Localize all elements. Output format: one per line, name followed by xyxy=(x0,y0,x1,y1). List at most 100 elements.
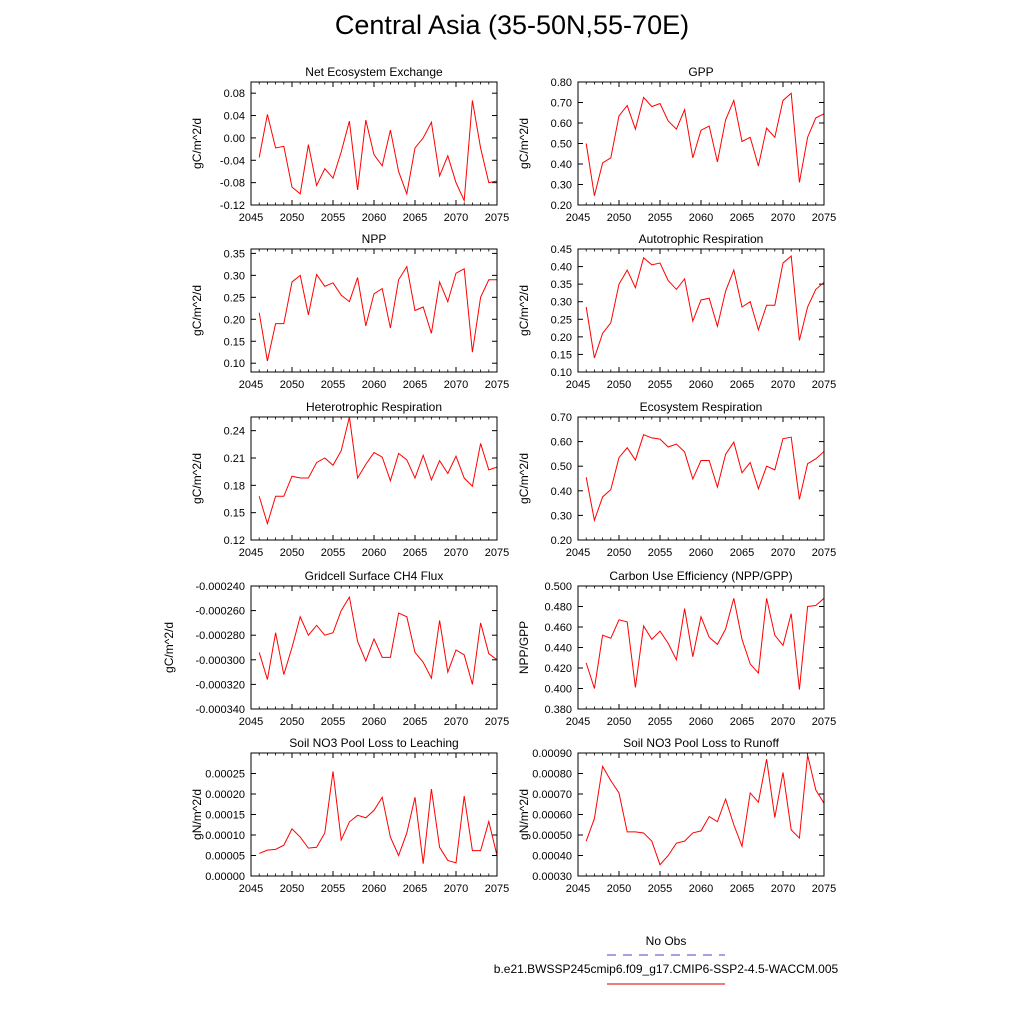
x-tick-label: 2075 xyxy=(485,212,509,224)
y-tick-label: 0.30 xyxy=(224,270,245,282)
x-tick-label: 2075 xyxy=(485,716,509,728)
x-tick-label: 2075 xyxy=(485,547,509,559)
x-tick-label: 2050 xyxy=(607,716,631,728)
y-tick-label: 0.20 xyxy=(551,535,572,547)
x-tick-label: 2050 xyxy=(607,883,631,895)
y-tick-label: 0.380 xyxy=(544,704,572,716)
y-tick-label: 0.10 xyxy=(224,358,245,370)
x-tick-label: 2045 xyxy=(566,547,590,559)
x-tick-label: 2050 xyxy=(280,379,304,391)
y-tick-label: 0.40 xyxy=(551,159,572,171)
y-tick-label: 0.00015 xyxy=(205,810,245,822)
x-tick-label: 2060 xyxy=(689,547,713,559)
x-tick-label: 2070 xyxy=(771,716,795,728)
x-tick-label: 2060 xyxy=(689,883,713,895)
y-tick-label: 0.00010 xyxy=(205,830,245,842)
panel-title: Gridcell Surface CH4 Flux xyxy=(305,569,444,583)
chart-panel-4: Autotrophic Respiration gC/m^2/d 2045 2050 2… xyxy=(517,232,836,391)
y-tick-label: -0.000280 xyxy=(195,630,245,642)
y-tick-label: 0.10 xyxy=(551,367,572,379)
y-tick-label: 0.18 xyxy=(224,480,245,492)
y-tick-label: 0.00 xyxy=(224,133,245,145)
x-tick-label: 2045 xyxy=(239,547,263,559)
y-tick-label: 0.15 xyxy=(551,349,572,361)
x-tick-label: 2065 xyxy=(730,716,754,728)
y-tick-label: 0.35 xyxy=(551,279,572,291)
series-line xyxy=(585,597,825,690)
x-tick-label: 2050 xyxy=(280,212,304,224)
series-line xyxy=(258,416,498,526)
panel-title: Soil NO3 Pool Loss to Leaching xyxy=(289,736,458,750)
x-tick-label: 2070 xyxy=(771,547,795,559)
y-tick-label: 0.35 xyxy=(224,248,245,260)
x-tick-label: 2075 xyxy=(812,547,836,559)
x-tick-label: 2070 xyxy=(444,379,468,391)
y-tick-label: 0.460 xyxy=(544,622,572,634)
y-axis-label: gC/m^2/d xyxy=(162,622,176,673)
series-line xyxy=(585,754,825,866)
series-line xyxy=(585,434,825,523)
x-tick-label: 2065 xyxy=(730,212,754,224)
x-tick-label: 2065 xyxy=(730,379,754,391)
x-tick-label: 2045 xyxy=(239,212,263,224)
y-tick-label: 0.00060 xyxy=(532,810,572,822)
y-tick-label: 0.60 xyxy=(551,118,572,130)
y-tick-label: 0.40 xyxy=(551,262,572,274)
chart-panel-10: Soil NO3 Pool Loss to Runoff gN/m^2/d 2045… xyxy=(517,736,836,895)
x-tick-label: 2075 xyxy=(812,716,836,728)
x-tick-label: 2055 xyxy=(321,716,345,728)
x-tick-label: 2060 xyxy=(362,379,386,391)
plot-frame xyxy=(250,248,498,373)
x-tick-label: 2045 xyxy=(566,212,590,224)
y-tick-label: 0.80 xyxy=(551,77,572,89)
x-tick-label: 2050 xyxy=(607,212,631,224)
y-axis-label: gC/m^2/d xyxy=(190,118,204,169)
y-tick-label: 0.00090 xyxy=(532,748,572,760)
x-tick-label: 2050 xyxy=(280,547,304,559)
y-tick-label: 0.20 xyxy=(224,314,245,326)
x-tick-label: 2070 xyxy=(444,212,468,224)
x-tick-label: 2075 xyxy=(812,212,836,224)
x-tick-label: 2075 xyxy=(485,379,509,391)
x-tick-label: 2045 xyxy=(239,716,263,728)
panel-title: Ecosystem Respiration xyxy=(640,400,763,414)
y-tick-label: 0.500 xyxy=(544,581,572,593)
plot-frame xyxy=(250,81,498,206)
x-tick-label: 2070 xyxy=(444,547,468,559)
x-tick-label: 2065 xyxy=(730,883,754,895)
series-line xyxy=(258,595,498,685)
panel-title: Soil NO3 Pool Loss to Runoff xyxy=(623,736,780,750)
x-tick-label: 2070 xyxy=(771,379,795,391)
chart-panel-6: Ecosystem Respiration gC/m^2/d 2045 2050 205… xyxy=(517,400,836,559)
x-tick-label: 2075 xyxy=(812,379,836,391)
y-tick-label: 0.20 xyxy=(551,200,572,212)
y-tick-label: 0.70 xyxy=(551,412,572,424)
series-line xyxy=(258,100,498,203)
plot-frame xyxy=(577,416,825,541)
y-tick-label: 0.70 xyxy=(551,98,572,110)
series-line xyxy=(258,265,497,362)
x-tick-label: 2045 xyxy=(239,883,263,895)
panel-title: Autotrophic Respiration xyxy=(639,232,764,246)
page-title: Central Asia (35-50N,55-70E) xyxy=(334,10,690,40)
y-tick-label: 0.60 xyxy=(551,437,572,449)
chart-panel-3: NPP gC/m^2/d 2045 2050 2055 2060 2065 2070 2075 0… xyxy=(190,232,509,391)
x-tick-label: 2055 xyxy=(321,547,345,559)
y-tick-label: 0.00025 xyxy=(205,769,245,781)
y-tick-label: 0.45 xyxy=(551,244,572,256)
x-tick-label: 2045 xyxy=(566,716,590,728)
x-tick-label: 2065 xyxy=(403,547,427,559)
chart-panel-2: GPP gC/m^2/d 2045 2050 2055 2060 2065 2070 2075 0… xyxy=(517,65,836,224)
x-tick-label: 2045 xyxy=(566,883,590,895)
x-tick-label: 2070 xyxy=(444,883,468,895)
x-tick-label: 2070 xyxy=(771,883,795,895)
y-tick-label: 0.40 xyxy=(551,486,572,498)
x-tick-label: 2060 xyxy=(362,883,386,895)
plot-frame xyxy=(577,81,825,206)
y-tick-label: 0.25 xyxy=(224,292,245,304)
y-tick-label: -0.000260 xyxy=(195,606,245,618)
y-tick-label: 0.440 xyxy=(544,643,572,655)
x-tick-label: 2055 xyxy=(321,379,345,391)
x-tick-label: 2055 xyxy=(648,212,672,224)
y-axis-label: gC/m^2/d xyxy=(190,453,204,504)
